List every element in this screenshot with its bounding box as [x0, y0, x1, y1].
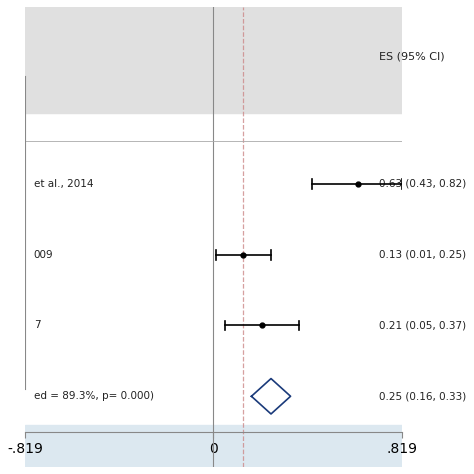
Text: 7: 7 [34, 320, 40, 330]
Text: 0.63 (0.43, 0.82): 0.63 (0.43, 0.82) [379, 179, 466, 189]
Text: 0.13 (0.01, 0.25): 0.13 (0.01, 0.25) [379, 250, 466, 260]
Bar [25, 7, 402, 113]
Text: et al., 2014: et al., 2014 [34, 179, 93, 189]
Text: 0.25 (0.16, 0.33): 0.25 (0.16, 0.33) [379, 391, 466, 401]
Text: 009: 009 [34, 250, 54, 260]
Text: ES (95% CI): ES (95% CI) [379, 52, 445, 62]
Bar [25, 425, 402, 467]
Text: 0.21 (0.05, 0.37): 0.21 (0.05, 0.37) [379, 320, 466, 330]
Text: ed = 89.3%, p= 0.000): ed = 89.3%, p= 0.000) [34, 391, 154, 401]
